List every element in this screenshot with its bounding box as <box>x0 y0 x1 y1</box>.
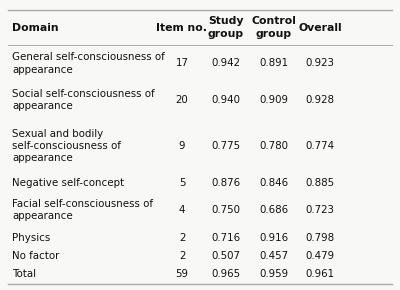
Text: Study
group: Study group <box>208 16 244 39</box>
Text: 0.961: 0.961 <box>306 269 334 280</box>
Text: 0.959: 0.959 <box>260 269 288 280</box>
Text: Control
group: Control group <box>252 16 296 39</box>
Text: 0.479: 0.479 <box>306 251 334 261</box>
Text: 20: 20 <box>176 95 188 105</box>
Text: Item no.: Item no. <box>156 23 208 32</box>
Text: 0.965: 0.965 <box>212 269 240 280</box>
Text: 0.457: 0.457 <box>260 251 288 261</box>
Text: 0.798: 0.798 <box>306 233 334 243</box>
Text: Negative self-concept: Negative self-concept <box>12 178 124 188</box>
Text: 0.916: 0.916 <box>260 233 288 243</box>
Text: 5: 5 <box>179 178 185 188</box>
Text: No factor: No factor <box>12 251 59 261</box>
Text: 9: 9 <box>179 141 185 151</box>
Text: 0.909: 0.909 <box>260 95 288 105</box>
Text: 0.774: 0.774 <box>306 141 334 151</box>
Text: 0.876: 0.876 <box>212 178 240 188</box>
Text: Total: Total <box>12 269 36 280</box>
Text: 2: 2 <box>179 251 185 261</box>
Text: 2: 2 <box>179 233 185 243</box>
Text: 0.891: 0.891 <box>260 58 288 68</box>
Text: 0.885: 0.885 <box>306 178 334 188</box>
Text: 0.940: 0.940 <box>212 95 240 105</box>
Text: 0.846: 0.846 <box>260 178 288 188</box>
Text: 0.928: 0.928 <box>306 95 334 105</box>
Text: 4: 4 <box>179 205 185 215</box>
Text: 0.686: 0.686 <box>260 205 288 215</box>
Text: Overall: Overall <box>298 23 342 32</box>
Text: 59: 59 <box>176 269 188 280</box>
Text: General self-consciousness of
appearance: General self-consciousness of appearance <box>12 52 165 75</box>
Text: 0.780: 0.780 <box>260 141 288 151</box>
Text: Physics: Physics <box>12 233 50 243</box>
Text: 17: 17 <box>176 58 188 68</box>
Text: 0.942: 0.942 <box>212 58 240 68</box>
Text: Social self-consciousness of
appearance: Social self-consciousness of appearance <box>12 89 155 111</box>
Text: 0.723: 0.723 <box>306 205 334 215</box>
Text: 0.507: 0.507 <box>212 251 240 261</box>
Text: Domain: Domain <box>12 23 59 32</box>
Text: 0.750: 0.750 <box>212 205 240 215</box>
Text: 0.716: 0.716 <box>212 233 240 243</box>
Text: 0.775: 0.775 <box>212 141 240 151</box>
Text: 0.923: 0.923 <box>306 58 334 68</box>
Text: Sexual and bodily
self-consciousness of
appearance: Sexual and bodily self-consciousness of … <box>12 128 121 163</box>
Text: Facial self-consciousness of
appearance: Facial self-consciousness of appearance <box>12 199 153 221</box>
